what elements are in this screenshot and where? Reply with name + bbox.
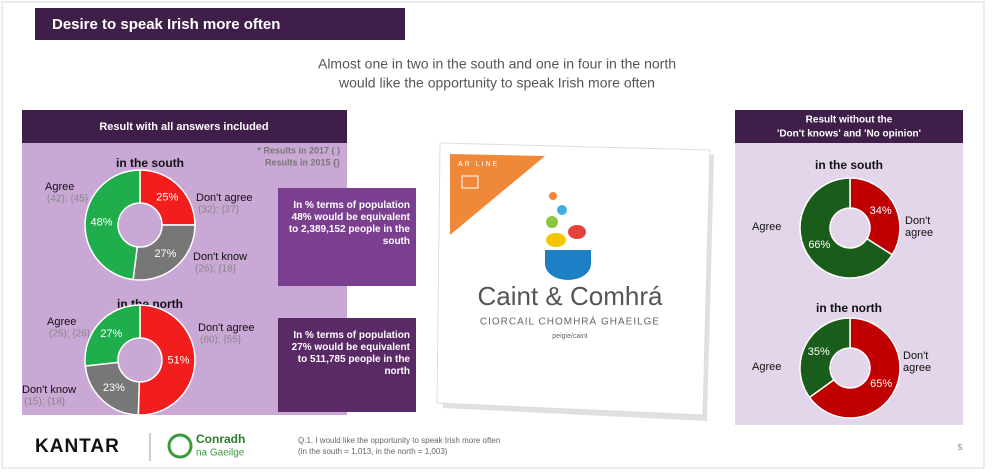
left-panel-header <box>22 110 347 143</box>
cup <box>545 250 591 280</box>
label-box: Don't agree <box>903 350 932 374</box>
page-number: 5 <box>958 443 963 452</box>
note: * Results in 2017 ( ) <box>257 145 340 155</box>
category-label: Agree <box>45 181 75 193</box>
value-label: 48% <box>91 216 113 228</box>
callout-box <box>278 188 416 286</box>
chart-title: in the south <box>116 156 184 170</box>
panel-header: Result without the <box>806 115 893 126</box>
pie-segment <box>137 304 196 416</box>
callout: In % terms of population 48% would be eq… <box>288 200 410 247</box>
label-box: Don't know <box>193 251 248 263</box>
title-box <box>35 8 405 40</box>
previous-result: (60); {55} <box>200 335 242 346</box>
partner-logo <box>167 433 193 459</box>
category-label: Agree <box>752 361 782 373</box>
question: (in the south = 1,013, in the north = 1,… <box>298 447 448 456</box>
value-label: 35% <box>808 346 830 358</box>
panel-header: Result with all answers included <box>99 121 268 133</box>
orange-corner <box>450 154 545 235</box>
label-box: Agree <box>47 316 77 328</box>
pie-segment <box>139 169 196 226</box>
value-label: 23% <box>103 382 125 394</box>
value-label: 27% <box>100 328 122 340</box>
label-box: Don't know <box>22 384 77 396</box>
label-box: Agree <box>752 361 782 373</box>
callout-box <box>278 318 416 412</box>
category-label: Agree <box>752 221 782 233</box>
previous-result: (32); {37} <box>198 205 240 216</box>
previous-result: (26); {18} <box>195 264 237 275</box>
image-tag: AR LINE <box>458 161 499 168</box>
subtitle: Almost one in two in the south and one i… <box>318 56 676 72</box>
chart-title: in the north <box>816 301 882 315</box>
label-box: Agree <box>752 221 782 233</box>
callout-text: In % terms of population 27% would be eq… <box>291 330 410 377</box>
bubble <box>568 225 586 239</box>
category-label: Don't agree <box>196 192 253 204</box>
note: Results in 2015 {} <box>265 157 341 167</box>
panel-header: 'Don't knows' and 'No opinion' <box>777 129 921 140</box>
previous-result: (42); {45} <box>47 194 89 205</box>
pie-segment <box>84 169 141 281</box>
previous-result: (15); {18} <box>24 397 66 408</box>
pie-segment <box>132 224 196 281</box>
partner-name: na Gaeilge <box>196 448 245 459</box>
title: Desire to speak Irish more often <box>52 16 280 33</box>
pie-segment <box>799 317 851 399</box>
image-url: peigie/caint <box>552 333 587 340</box>
previous-result: (25); {26} <box>49 329 91 340</box>
pie-segment <box>799 177 894 279</box>
value-label: 34% <box>870 205 892 217</box>
monitor-icon <box>461 175 479 189</box>
right-panel-header <box>735 110 963 143</box>
chart-title: in the south <box>815 158 883 172</box>
label-box: Agree <box>45 181 75 193</box>
category-label: Don't know <box>193 251 248 263</box>
value-label: 66% <box>808 239 830 251</box>
bubble <box>557 205 567 215</box>
category-label: Don't agree <box>198 322 255 334</box>
category-label: Don't agree <box>903 350 932 374</box>
image-tagline: CIORCAIL CHOMHRÁ GHAEILGE <box>480 315 660 328</box>
subtitle: would like the opportunity to speak Iris… <box>338 75 655 91</box>
category-label: Agree <box>47 316 77 328</box>
label-box: Don't agree <box>198 322 255 334</box>
label-box: Don't agree <box>905 215 934 239</box>
logo-image: AR LINE Caint & Comhrá CIORCAIL CHOMHRÁ … <box>436 142 714 421</box>
partner-name: Conradh <box>196 432 245 446</box>
bubble <box>546 233 566 247</box>
value-label: 65% <box>870 378 892 390</box>
category-label: Don't know <box>22 384 77 396</box>
value-label: 51% <box>167 355 189 367</box>
callout-text: In % terms of population 48% would be eq… <box>288 200 410 247</box>
image-name: Caint & Comhrá <box>478 281 663 311</box>
callout: In % terms of population 27% would be eq… <box>291 330 410 377</box>
pie-segment <box>808 317 901 419</box>
brand: KANTAR <box>35 436 120 457</box>
slide-frame <box>1 1 985 469</box>
pie-segment <box>849 177 901 256</box>
value-label: 25% <box>156 192 178 204</box>
value-label: 27% <box>154 248 176 260</box>
question: Q.1. I would like the opportunity to spe… <box>298 436 500 445</box>
bubble <box>546 216 558 228</box>
category-label: Don't agree <box>905 215 934 239</box>
bubble <box>549 192 557 200</box>
label-box: Don't agree <box>196 192 253 204</box>
pie-segment <box>84 304 141 367</box>
